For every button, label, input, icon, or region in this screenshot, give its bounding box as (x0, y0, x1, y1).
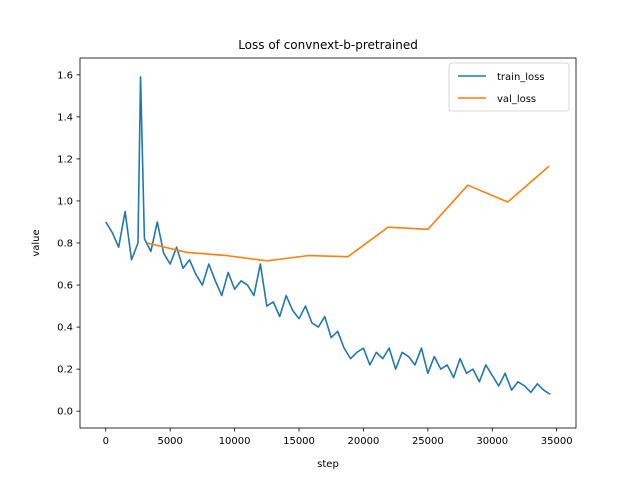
series-layer (105, 76, 551, 396)
x-tick-label: 0 (103, 436, 109, 447)
plot-area (80, 58, 576, 428)
x-tick-label: 35000 (541, 436, 573, 447)
legend-box (448, 62, 570, 112)
chart-title: Loss of convnext-b-pretrained (238, 38, 418, 52)
y-tick-label: 0.4 (57, 323, 73, 334)
x-tick-label: 30000 (476, 436, 508, 447)
series-line-val-loss (146, 165, 550, 262)
legend-label-train-loss: train_loss (497, 72, 545, 83)
y-tick-label: 1.6 (57, 70, 73, 81)
y-tick-label: 1.2 (57, 154, 73, 165)
legend: train_loss val_loss (448, 62, 570, 112)
y-axis-ticks: 0.0 0.2 0.4 0.6 0.8 1.0 1.2 1.4 1.6 (57, 70, 80, 418)
y-tick-label: 0.2 (57, 365, 73, 376)
y-tick-label: 0.6 (57, 281, 73, 292)
x-tick-label: 20000 (348, 436, 380, 447)
x-tick-label: 25000 (412, 436, 444, 447)
x-tick-label: 15000 (283, 436, 315, 447)
x-axis-ticks: 0 5000 10000 15000 20000 25000 30000 35000 (103, 428, 573, 447)
y-tick-label: 0.0 (57, 407, 73, 418)
y-tick-label: 0.8 (57, 239, 73, 250)
y-tick-label: 1.0 (57, 196, 73, 207)
legend-label-val-loss: val_loss (497, 94, 536, 105)
y-tick-label: 1.4 (57, 112, 73, 123)
x-axis-label: step (317, 459, 339, 470)
x-tick-label: 5000 (157, 436, 182, 447)
y-axis-label: value (31, 229, 42, 256)
series-line-train-loss (105, 76, 551, 396)
x-tick-label: 10000 (219, 436, 251, 447)
